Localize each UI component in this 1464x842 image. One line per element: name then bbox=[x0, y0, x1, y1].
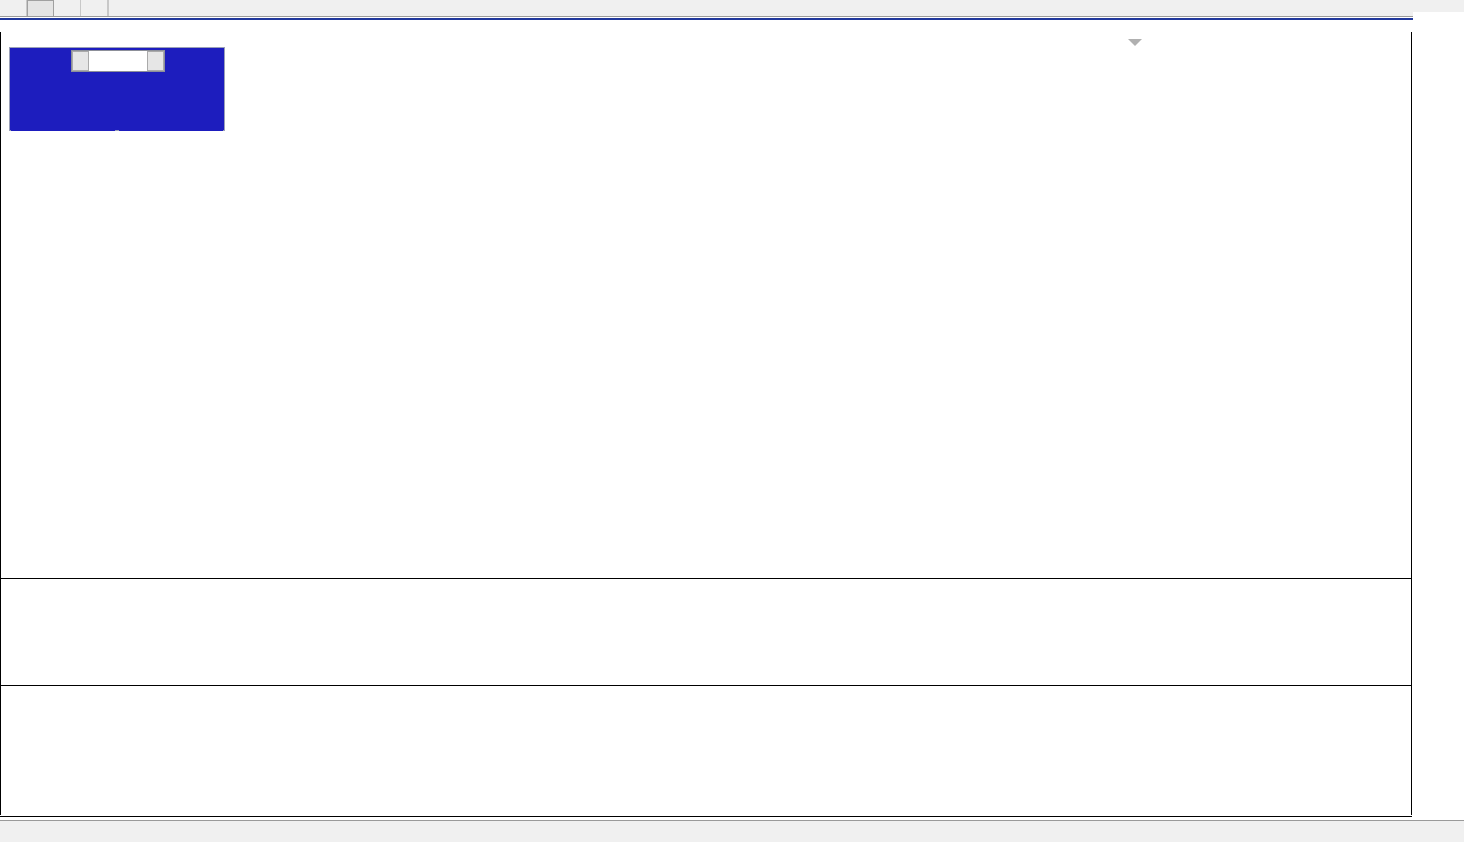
buy-price-display[interactable] bbox=[119, 75, 223, 131]
timeframe-h4[interactable] bbox=[0, 0, 27, 16]
sell-price-display[interactable] bbox=[11, 75, 115, 131]
volume-stepper[interactable] bbox=[71, 50, 165, 72]
timeframe-mn[interactable] bbox=[81, 0, 108, 16]
chart-frame bbox=[0, 18, 1464, 820]
symbol-tab-bar bbox=[0, 820, 1464, 842]
price-chart-pane[interactable] bbox=[1, 33, 1411, 577]
sell-button[interactable] bbox=[10, 48, 68, 74]
rsi-indicator-pane[interactable] bbox=[1, 688, 1411, 815]
buy-button[interactable] bbox=[168, 48, 224, 74]
chart-top-marker-icon bbox=[1128, 39, 1142, 46]
price-scale-axis[interactable] bbox=[1413, 12, 1464, 795]
timeframe-w1[interactable] bbox=[54, 0, 81, 16]
volume-increase-icon[interactable] bbox=[147, 51, 164, 71]
macd-svg bbox=[1, 579, 1411, 686]
one-click-trading-prices bbox=[10, 75, 224, 131]
timeframe-d1[interactable] bbox=[27, 0, 54, 16]
timeframe-toolbar bbox=[0, 0, 1464, 17]
one-click-trading-panel[interactable] bbox=[9, 47, 225, 131]
volume-decrease-icon[interactable] bbox=[72, 51, 89, 71]
macd-indicator-pane[interactable] bbox=[1, 578, 1411, 686]
date-axis bbox=[0, 816, 1412, 834]
one-click-trading-header bbox=[10, 48, 224, 74]
toolbar-spacer bbox=[108, 0, 1464, 16]
rsi-svg bbox=[1, 688, 1411, 815]
